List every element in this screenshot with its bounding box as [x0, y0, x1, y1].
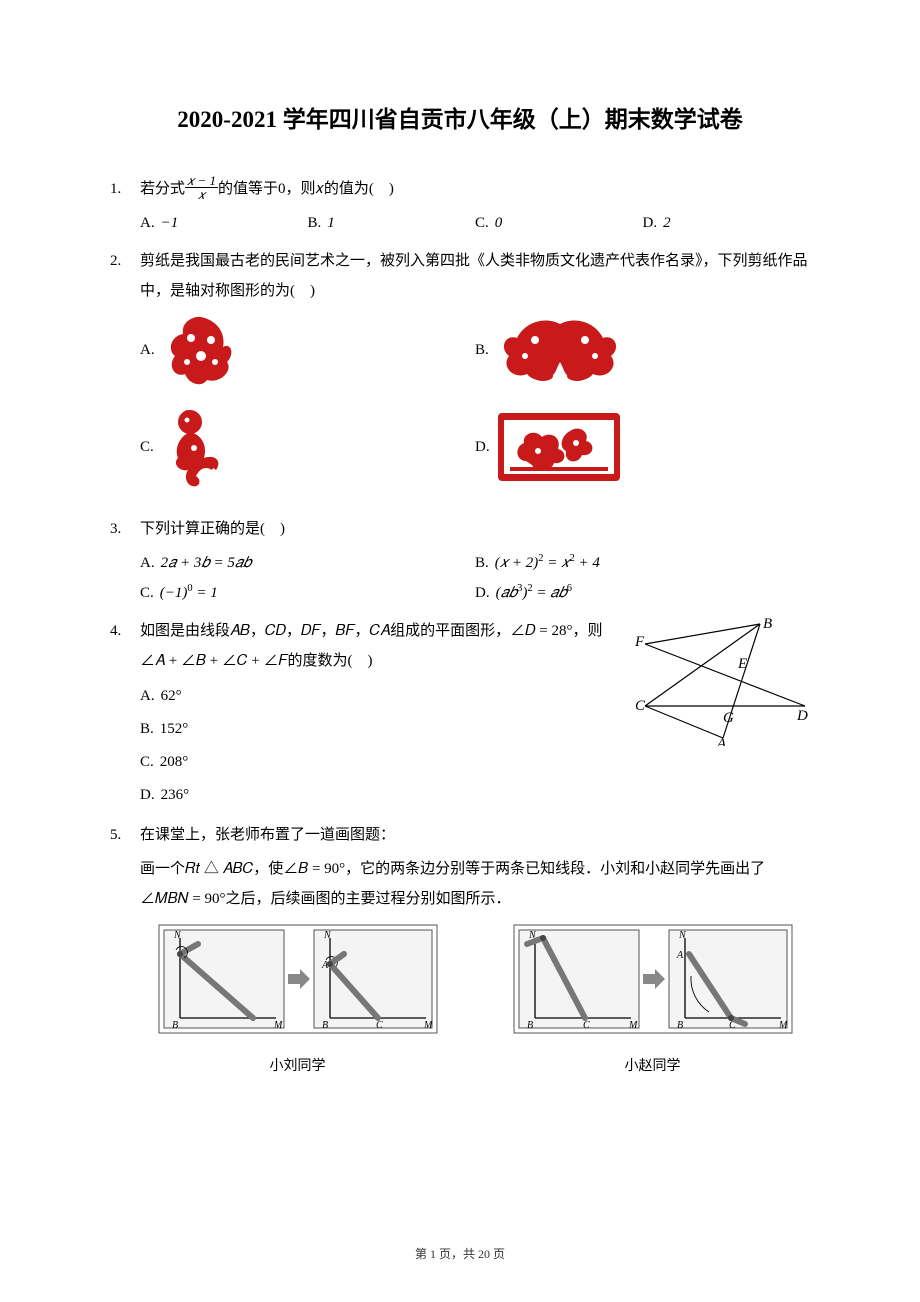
svg-text:M: M: [778, 1020, 788, 1031]
q1-option-a[interactable]: A.−1: [140, 208, 308, 238]
page-footer: 第 1 页，共 20 页: [0, 1245, 920, 1262]
svg-text:N: N: [173, 930, 182, 941]
q1-option-c[interactable]: C.0: [475, 208, 643, 238]
svg-text:B: B: [677, 1020, 683, 1031]
construction-figure-zhao: N B C M: [513, 924, 793, 1034]
svg-text:B: B: [172, 1020, 178, 1031]
question-4: 4. 如图是由线段𝐴𝐵，𝐶𝐷，𝐷𝐹，𝐵𝐹，𝐶𝐴组成的平面图形，∠𝐷 = 28°，…: [110, 616, 810, 812]
q2-opt-c-label: C.: [140, 432, 154, 462]
svg-text:C: C: [376, 1020, 383, 1031]
svg-text:M: M: [628, 1020, 638, 1031]
question-1: 1. 若分式𝑥 − 1𝑥的值等于0，则𝑥的值为( ) A.−1 B.1 C.0 …: [110, 174, 810, 238]
q4-option-a[interactable]: A.62°: [140, 680, 625, 713]
question-number: 3.: [110, 514, 140, 608]
q1-opt-b-val: 1: [327, 208, 335, 238]
q4-opt-b-val: 152°: [160, 713, 189, 746]
q2-opt-a-label: A.: [140, 335, 155, 365]
q1-opt-c-val: 0: [495, 208, 503, 238]
svg-text:E: E: [737, 656, 747, 672]
papercut-icon-b: [495, 314, 625, 386]
q2-option-c[interactable]: C.: [140, 404, 475, 490]
q3-opt-c-val: (−1)0 = 1: [160, 578, 218, 608]
svg-text:G: G: [723, 710, 734, 726]
question-text: 若分式𝑥 − 1𝑥的值等于0，则𝑥的值为( ): [140, 174, 810, 204]
q1-opt-a-val: −1: [161, 208, 179, 238]
papercut-icon-c: [160, 404, 234, 490]
q3-opt-a-val: 2𝑎 + 3𝑏 = 5𝑎𝑏: [161, 548, 252, 578]
question-text: 如图是由线段𝐴𝐵，𝐶𝐷，𝐷𝐹，𝐵𝐹，𝐶𝐴组成的平面图形，∠𝐷 = 28°，则∠𝐴…: [140, 616, 625, 676]
question-text: 剪纸是我国最古老的民间艺术之一，被列入第四批《人类非物质文化遗产代表作名录》，下…: [140, 246, 810, 306]
construction-figure-liu: N M B: [158, 924, 438, 1034]
question-2: 2. 剪纸是我国最古老的民间艺术之一，被列入第四批《人类非物质文化遗产代表作名录…: [110, 246, 810, 506]
question-text: 下列计算正确的是( ): [140, 514, 810, 544]
q4-opt-d-val: 236°: [161, 779, 190, 812]
q2-opt-d-label: D.: [475, 432, 490, 462]
question-5: 5. 在课堂上，张老师布置了一道画图题： 画一个𝑅𝑡 △ 𝐴𝐵𝐶，使∠𝐵 = 9…: [110, 820, 810, 1081]
q4-option-b[interactable]: B.152°: [140, 713, 625, 746]
question-text-2: 画一个𝑅𝑡 △ 𝐴𝐵𝐶，使∠𝐵 = 90°，它的两条边分别等于两条已知线段．小刘…: [140, 854, 810, 914]
svg-text:B: B: [527, 1020, 533, 1031]
q1-opt-d-val: 2: [663, 208, 671, 238]
page-title: 2020-2021 学年四川省自贡市八年级（上）期末数学试卷: [110, 100, 810, 134]
svg-text:A: A: [716, 736, 727, 746]
question-text: 在课堂上，张老师布置了一道画图题：: [140, 820, 810, 850]
q2-option-a[interactable]: A.: [140, 312, 475, 388]
question-number: 5.: [110, 820, 140, 1081]
svg-text:N: N: [678, 930, 687, 941]
svg-text:M: M: [273, 1020, 283, 1031]
question-3: 3. 下列计算正确的是( ) A.2𝑎 + 3𝑏 = 5𝑎𝑏 B.(𝑥 + 2)…: [110, 514, 810, 608]
q2-opt-b-label: B.: [475, 335, 489, 365]
q3-option-c[interactable]: C.(−1)0 = 1: [140, 578, 475, 608]
q3-opt-d-val: (𝑎𝑏3)2 = 𝑎𝑏6: [496, 578, 572, 608]
q3-option-b[interactable]: B.(𝑥 + 2)2 = 𝑥2 + 4: [475, 548, 810, 578]
question-number: 2.: [110, 246, 140, 506]
question-number: 1.: [110, 174, 140, 238]
q2-option-d[interactable]: D.: [475, 404, 810, 490]
q2-option-b[interactable]: B.: [475, 312, 810, 388]
svg-text:C: C: [583, 1020, 590, 1031]
q3-option-a[interactable]: A.2𝑎 + 3𝑏 = 5𝑎𝑏: [140, 548, 475, 578]
question-number: 4.: [110, 616, 140, 812]
q3-option-d[interactable]: D.(𝑎𝑏3)2 = 𝑎𝑏6: [475, 578, 810, 608]
papercut-icon-a: [161, 312, 241, 388]
svg-text:A: A: [676, 950, 684, 961]
q1-option-b[interactable]: B.1: [308, 208, 476, 238]
svg-text:B: B: [322, 1020, 328, 1031]
svg-text:D: D: [796, 708, 808, 724]
q1-text-pre: 若分式: [140, 181, 185, 197]
q4-option-c[interactable]: C.208°: [140, 746, 625, 779]
svg-text:C: C: [635, 698, 646, 714]
svg-text:M: M: [423, 1020, 433, 1031]
q4-opt-a-val: 62°: [161, 680, 182, 713]
svg-text:B: B: [763, 616, 772, 632]
svg-text:F: F: [635, 634, 645, 650]
svg-text:N: N: [323, 930, 332, 941]
q1-text-post: 的值等于0，则𝑥的值为( ): [218, 181, 394, 197]
q4-option-d[interactable]: D.236°: [140, 779, 625, 812]
q1-option-d[interactable]: D.2: [643, 208, 811, 238]
papercut-icon-d: [496, 411, 622, 483]
q3-opt-b-val: (𝑥 + 2)2 = 𝑥2 + 4: [495, 548, 600, 578]
q4-opt-c-val: 208°: [160, 746, 189, 779]
figure-caption-liu: 小刘同学: [140, 1053, 455, 1081]
figure-caption-zhao: 小赵同学: [495, 1053, 810, 1081]
q1-frac-num: 𝑥 − 1: [185, 174, 218, 188]
q1-frac-den: 𝑥: [185, 188, 218, 201]
geometry-diagram-icon: F B E C G D A: [635, 616, 810, 746]
